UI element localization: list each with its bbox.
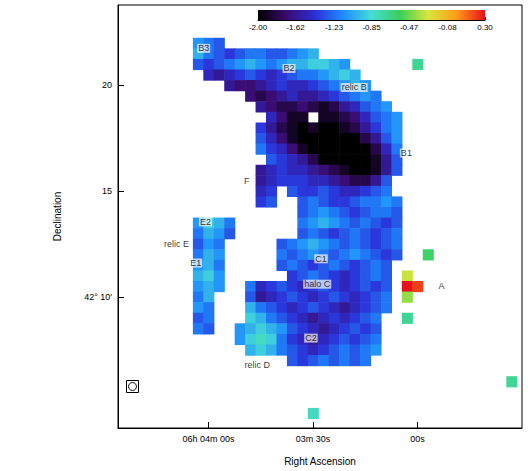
svg-text:E2: E2: [200, 217, 211, 227]
svg-text:relic D: relic D: [245, 360, 271, 370]
svg-text:Declination: Declination: [52, 192, 63, 241]
svg-text:relic E: relic E: [164, 239, 189, 249]
svg-text:E1: E1: [190, 258, 201, 268]
svg-text:42° 10': 42° 10': [84, 292, 112, 302]
svg-text:relic B: relic B: [342, 82, 367, 92]
svg-text:-2.00: -2.00: [249, 23, 268, 32]
svg-text:B3: B3: [198, 43, 209, 53]
svg-text:Right Ascension: Right Ascension: [284, 456, 356, 467]
svg-text:0.30: 0.30: [477, 23, 493, 32]
svg-text:06h 04m 00s: 06h 04m 00s: [183, 434, 236, 444]
svg-text:C1: C1: [315, 254, 327, 264]
svg-text:C2: C2: [305, 333, 317, 343]
svg-text:-1.62: -1.62: [286, 23, 305, 32]
svg-text:B2: B2: [283, 63, 294, 73]
svg-text:-0.85: -0.85: [362, 23, 381, 32]
svg-text:20: 20: [102, 80, 112, 90]
svg-text:-0.08: -0.08: [438, 23, 457, 32]
svg-text:-1.23: -1.23: [325, 23, 344, 32]
svg-text:A: A: [439, 281, 445, 291]
svg-text:F: F: [244, 176, 250, 186]
svg-text:-0.47: -0.47: [400, 23, 419, 32]
svg-text:03m 30s: 03m 30s: [296, 434, 331, 444]
svg-text:15: 15: [102, 186, 112, 196]
svg-text:B1: B1: [401, 148, 412, 158]
svg-text:halo C: halo C: [304, 279, 331, 289]
svg-text:00s: 00s: [410, 434, 425, 444]
